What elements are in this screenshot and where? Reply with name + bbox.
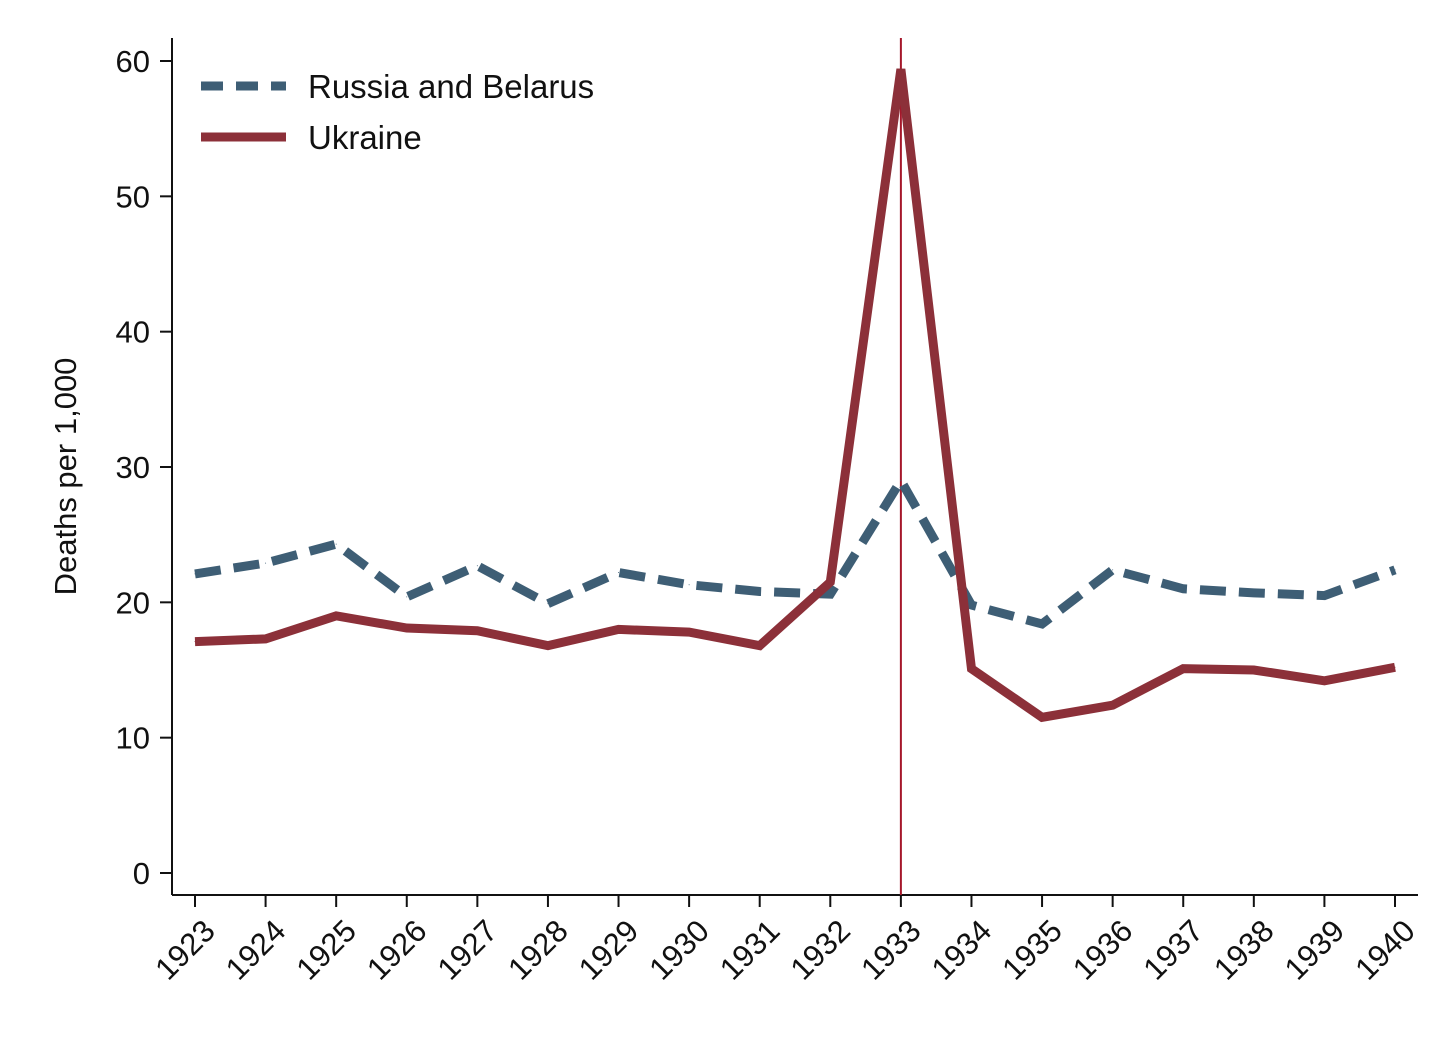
data-point-russia-belarus [970, 604, 972, 606]
data-point-ukraine [688, 631, 690, 633]
data-point-ukraine [335, 615, 337, 617]
data-point-ukraine [1323, 680, 1325, 682]
data-point-russia-belarus [194, 573, 196, 575]
data-point-russia-belarus [900, 480, 902, 482]
data-point-russia-belarus [476, 565, 478, 567]
series-line-ukraine [194, 68, 1396, 723]
data-point-ukraine [547, 645, 549, 647]
data-point-russia-belarus [1253, 592, 1255, 594]
data-point-russia-belarus [1112, 569, 1114, 571]
data-point-ukraine [476, 630, 478, 632]
data-point-russia-belarus [1323, 595, 1325, 597]
data-point-russia-belarus [335, 543, 337, 545]
data-point-ukraine [900, 68, 902, 70]
y-tick-label: 20 [116, 585, 150, 620]
x-tick-label: 1931 [713, 913, 787, 987]
x-tick-label: 1932 [784, 913, 858, 987]
data-point-ukraine [970, 668, 972, 670]
y-tick-label: 30 [116, 450, 150, 485]
x-tick-label: 1926 [360, 913, 434, 987]
data-point-russia-belarus [547, 603, 549, 605]
data-point-ukraine [1394, 666, 1396, 668]
y-tick-label: 0 [133, 856, 150, 891]
data-point-russia-belarus [406, 596, 408, 598]
y-tick-label: 40 [116, 315, 150, 350]
y-tick-label: 10 [116, 721, 150, 756]
data-point-russia-belarus [1182, 588, 1184, 590]
y-tick-label: 50 [116, 179, 150, 214]
data-point-russia-belarus [1394, 569, 1396, 571]
x-tick-label: 1937 [1137, 913, 1211, 987]
legend-label-russia-belarus: Russia and Belarus [308, 68, 594, 105]
legend-label-ukraine: Ukraine [308, 119, 422, 156]
y-tick-label: 60 [116, 44, 150, 79]
x-tick-label: 1925 [289, 913, 363, 987]
data-point-ukraine [618, 628, 620, 630]
x-tick-label: 1936 [1066, 913, 1140, 987]
x-tick-label: 1929 [572, 913, 646, 987]
x-tick-label: 1940 [1348, 913, 1422, 987]
data-point-ukraine [1253, 669, 1255, 671]
data-point-ukraine [1112, 704, 1114, 706]
data-point-russia-belarus [265, 562, 267, 564]
data-point-ukraine [759, 645, 761, 647]
data-point-ukraine [406, 627, 408, 629]
x-tick-label: 1938 [1207, 913, 1281, 987]
x-tick-label: 1923 [148, 913, 222, 987]
data-point-russia-belarus [688, 584, 690, 586]
x-tick-label: 1933 [854, 913, 928, 987]
data-point-ukraine [194, 641, 196, 643]
data-point-ukraine [829, 581, 831, 583]
series-line-russia-belarus [194, 471, 1397, 629]
data-point-russia-belarus [829, 593, 831, 595]
data-point-russia-belarus [1041, 623, 1043, 625]
x-tick-label: 1930 [642, 913, 716, 987]
x-tick-label: 1935 [995, 913, 1069, 987]
x-tick-label: 1924 [219, 913, 293, 987]
x-tick-label: 1934 [925, 913, 999, 987]
data-point-russia-belarus [759, 591, 761, 593]
x-tick-label: 1927 [431, 913, 505, 987]
y-axis-title: Deaths per 1,000 [48, 358, 83, 596]
data-point-ukraine [265, 638, 267, 640]
data-point-russia-belarus [618, 572, 620, 574]
data-point-ukraine [1182, 668, 1184, 670]
x-tick-label: 1939 [1278, 913, 1352, 987]
data-point-ukraine [1041, 716, 1043, 718]
x-tick-label: 1928 [501, 913, 575, 987]
